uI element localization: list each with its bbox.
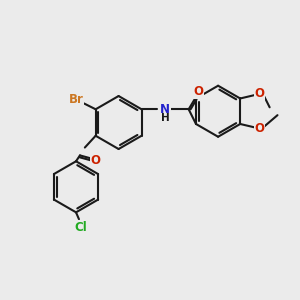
Text: O: O <box>194 85 203 98</box>
Text: O: O <box>91 154 100 167</box>
Text: O: O <box>255 122 265 135</box>
Text: O: O <box>255 87 265 100</box>
Text: Cl: Cl <box>74 220 87 233</box>
Text: N: N <box>160 103 170 116</box>
Text: H: H <box>161 113 170 123</box>
Text: Br: Br <box>69 93 83 106</box>
